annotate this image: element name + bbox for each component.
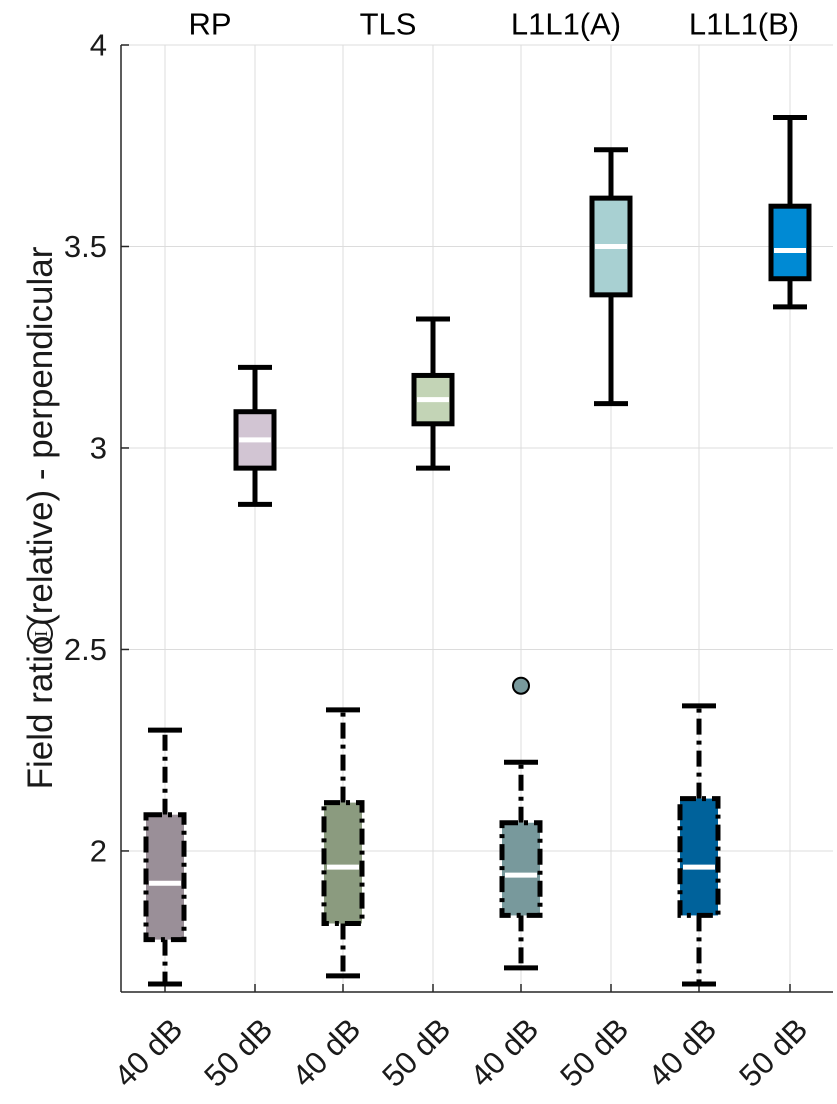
- box-1: [143, 727, 187, 987]
- x-tick-label: 40 dB: [285, 1012, 367, 1094]
- x-tick-label: 50 dB: [732, 1012, 814, 1094]
- theta-symbol: I: [27, 620, 53, 647]
- x-tick-label: 50 dB: [375, 1012, 457, 1094]
- box-iqr: [499, 820, 543, 918]
- box-iqr: [677, 796, 721, 918]
- theta-circle: [27, 620, 53, 647]
- group-title: L1L1(A): [511, 7, 621, 42]
- box-7: [677, 703, 721, 987]
- theta-letter: I: [31, 631, 51, 637]
- box-3: [321, 707, 365, 979]
- x-tick-label: 40 dB: [641, 1012, 723, 1094]
- box-6: [589, 147, 633, 407]
- y-axis-label-main: Field ratio: [21, 636, 60, 790]
- outlier-point: [512, 676, 530, 695]
- boxes: [143, 115, 812, 987]
- y-axis-label: Field ratio (relative) - perpendicular I: [21, 246, 60, 789]
- box-iqr: [768, 203, 812, 282]
- y-axis-label-suffix: (relative) - perpendicular: [21, 246, 60, 626]
- y-tick-label: 3.5: [64, 229, 107, 264]
- box-5: [499, 676, 543, 971]
- y-tick-label: 2: [90, 833, 107, 868]
- svg-text:Field ratio (re: Field ratio (relative) - perpendicular: [21, 246, 60, 789]
- group-title: RP: [188, 7, 231, 42]
- box-4: [411, 316, 455, 471]
- box-iqr: [321, 800, 365, 926]
- box-2: [233, 364, 277, 507]
- y-tick-label: 3: [90, 430, 107, 465]
- group-title: TLS: [360, 7, 417, 42]
- box-iqr: [143, 812, 187, 943]
- x-tick-label: 50 dB: [553, 1012, 635, 1094]
- x-tick-label: 50 dB: [197, 1012, 279, 1094]
- box-8: [768, 115, 812, 310]
- x-tick-label: 40 dB: [463, 1012, 545, 1094]
- grid: [121, 44, 833, 992]
- y-tick-label: 4: [90, 28, 107, 63]
- group-title: L1L1(B): [689, 7, 799, 42]
- y-tick-label: 2.5: [64, 632, 107, 667]
- axes: [120, 44, 833, 993]
- x-tick-label: 40 dB: [107, 1012, 189, 1094]
